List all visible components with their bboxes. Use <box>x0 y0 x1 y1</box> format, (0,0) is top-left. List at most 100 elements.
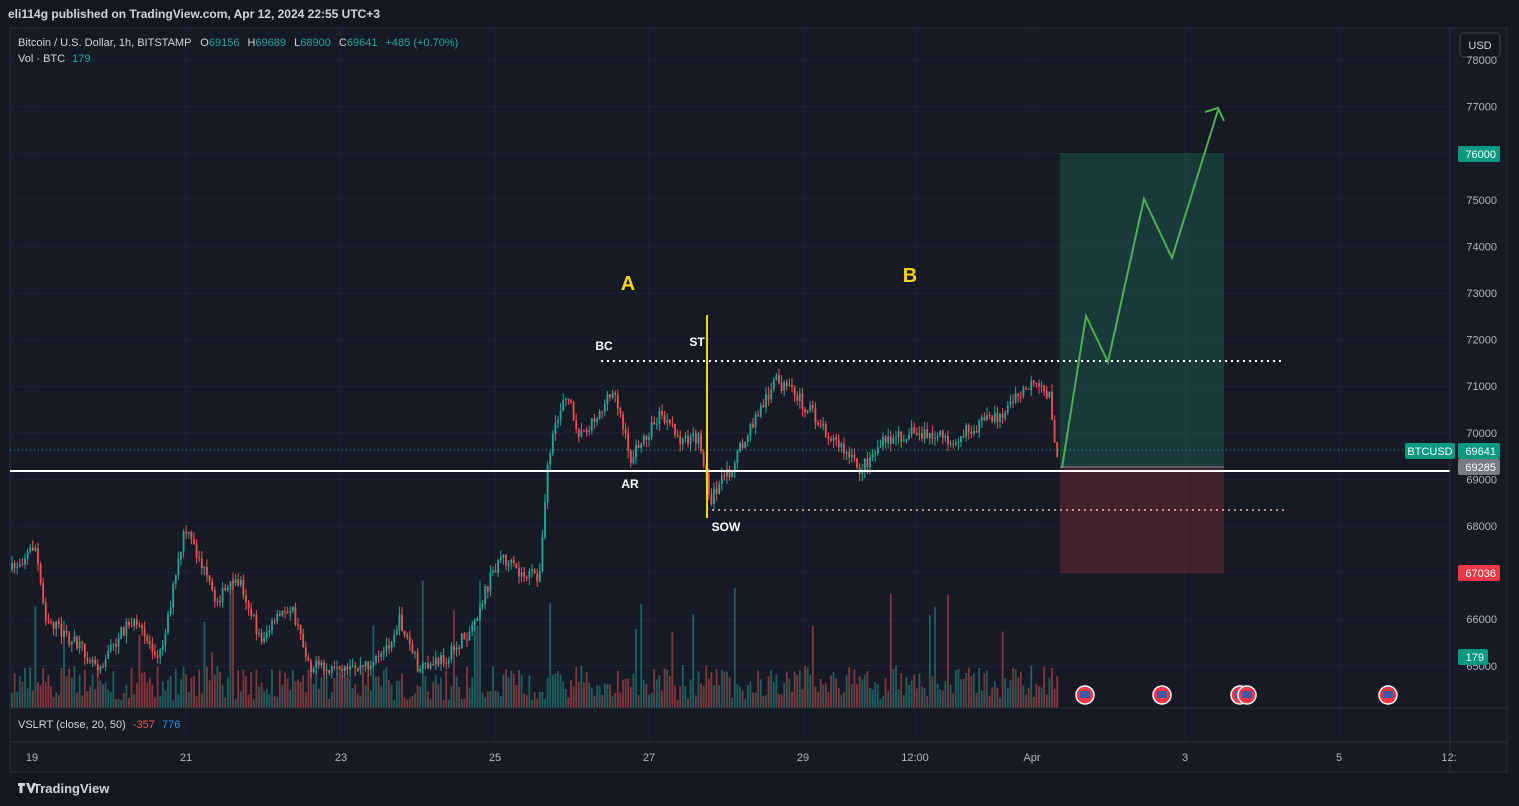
candle <box>34 547 37 551</box>
candle <box>323 662 325 671</box>
candle <box>811 404 814 409</box>
candle <box>325 670 328 672</box>
volume-bar <box>850 684 853 708</box>
volume-bar <box>34 606 37 708</box>
currency-button[interactable] <box>1459 32 1501 58</box>
candle <box>390 642 393 649</box>
candle <box>466 639 468 641</box>
candle <box>44 602 47 621</box>
volume-bar <box>697 671 700 708</box>
candle <box>289 611 292 613</box>
volume-bar <box>281 684 284 708</box>
candle <box>479 607 481 619</box>
volume-bar <box>24 668 26 708</box>
candle <box>731 472 734 478</box>
volume-bar <box>286 678 289 708</box>
candle <box>707 472 710 495</box>
candle <box>429 664 432 669</box>
candle <box>372 661 375 666</box>
volume-bar <box>655 679 658 708</box>
candle <box>515 563 518 569</box>
volume-bar <box>551 674 554 708</box>
volume-bar <box>588 682 591 708</box>
volume-bar <box>354 684 357 708</box>
volume-bar <box>744 698 747 708</box>
candle <box>648 437 650 440</box>
candle <box>135 619 138 625</box>
volume-bar <box>554 672 557 708</box>
candle <box>546 464 549 502</box>
candle <box>271 620 273 631</box>
candle <box>159 649 162 658</box>
candle <box>317 660 320 666</box>
price-label: 77000 <box>1466 102 1497 114</box>
volume-bar <box>336 673 338 708</box>
candle <box>37 547 39 564</box>
volume-bar <box>372 625 375 708</box>
volume-bar <box>489 691 492 708</box>
volume-bar <box>476 625 479 708</box>
candle <box>557 420 559 423</box>
volume-bar <box>341 675 344 708</box>
legend-change: +485 (+0.70%) <box>386 37 459 49</box>
candle <box>824 423 827 437</box>
volume-bar <box>884 678 887 708</box>
volume-bar <box>536 698 539 708</box>
candle <box>528 571 531 579</box>
price-label: 72000 <box>1466 335 1497 347</box>
candle <box>765 394 767 408</box>
volume-bar <box>858 676 861 708</box>
volume-bar <box>388 680 390 708</box>
candle <box>343 666 346 672</box>
volume-bar <box>367 674 370 708</box>
volume-bar <box>648 694 650 708</box>
candle <box>302 634 305 648</box>
entry-badge: 69285 <box>1465 462 1496 474</box>
candle <box>967 425 970 432</box>
volume-bar <box>1030 665 1033 708</box>
currency[interactable]: USD <box>1468 40 1491 52</box>
candle <box>492 570 494 573</box>
volume-bar <box>445 670 448 708</box>
candle <box>486 586 489 592</box>
candle <box>128 621 130 626</box>
candle <box>687 435 689 445</box>
volume-bar <box>939 689 942 708</box>
candle <box>845 451 848 454</box>
candle <box>60 623 63 637</box>
volume-bar <box>663 668 666 708</box>
volume-bar <box>928 614 931 708</box>
volume-bar <box>713 685 715 708</box>
volume-bar <box>359 695 362 708</box>
candle <box>593 418 596 422</box>
loss-zone <box>1060 467 1224 573</box>
volume-bar <box>419 686 422 708</box>
candle <box>424 663 427 665</box>
candle <box>905 439 908 441</box>
candle <box>684 435 687 439</box>
volume-bar <box>427 691 429 708</box>
volume-bar <box>609 684 611 708</box>
candle <box>1001 414 1004 418</box>
candle <box>798 393 801 401</box>
candle <box>297 624 299 626</box>
candle <box>640 443 643 448</box>
candle <box>531 569 533 572</box>
volume-bar <box>564 688 567 708</box>
candle <box>538 570 541 582</box>
volume-bar <box>731 697 734 708</box>
volume-bar <box>195 696 198 708</box>
candle <box>913 427 916 434</box>
volume-bar <box>317 688 320 708</box>
volume-bar <box>273 695 276 708</box>
candle <box>185 531 188 534</box>
volume-bar <box>213 674 216 708</box>
volume-bar <box>567 697 570 708</box>
candle <box>440 655 442 665</box>
candle <box>411 644 414 654</box>
volume-bar <box>247 694 250 708</box>
candle <box>224 587 227 591</box>
candle <box>726 469 728 477</box>
volume-bar <box>320 677 323 708</box>
volume-bar <box>1043 666 1046 708</box>
